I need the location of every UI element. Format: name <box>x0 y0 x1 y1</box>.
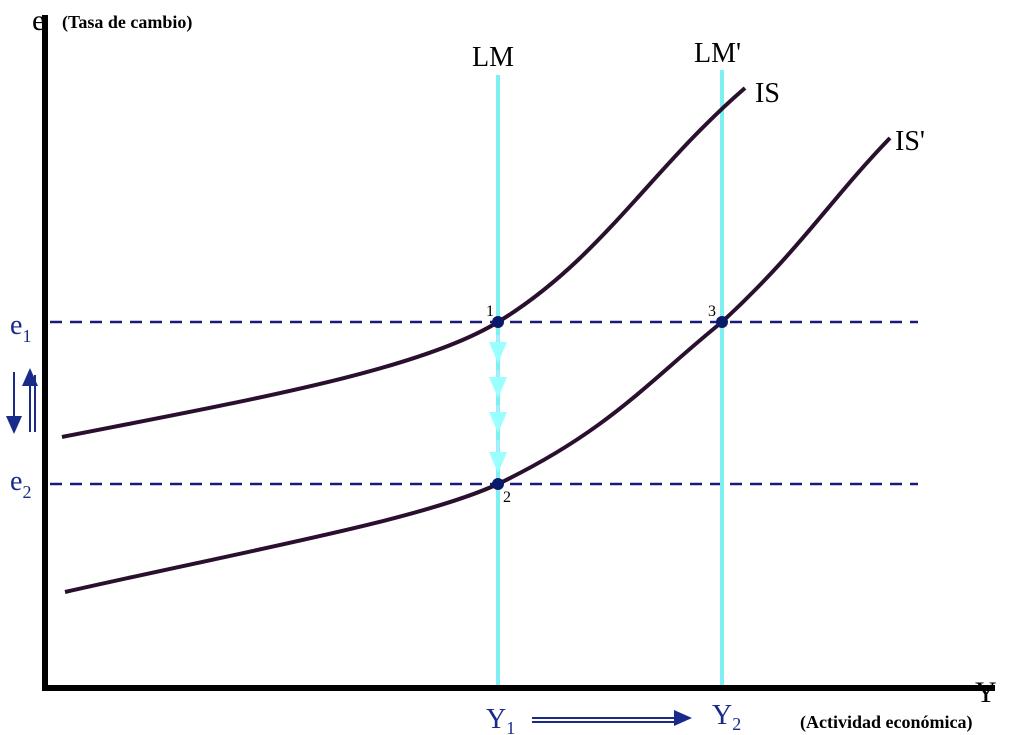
y-axis-symbol: e <box>32 4 45 37</box>
equilibrium-point <box>492 478 504 490</box>
point-label: 3 <box>708 303 716 320</box>
y1-label: Y1 <box>486 704 515 735</box>
level-arrows <box>6 368 38 434</box>
equilibrium-point <box>492 316 504 328</box>
x-axis-symbol: Y <box>975 676 997 709</box>
x-axis-label: (Actividad económica) <box>800 712 972 733</box>
lm-label: LM <box>472 42 514 73</box>
is-curve <box>61 86 747 439</box>
y2-label: Y2 <box>712 700 741 734</box>
e1-label: e1 <box>10 310 31 346</box>
is-label: IS <box>755 78 780 109</box>
point-label: 2 <box>503 489 511 506</box>
equilibrium-point <box>716 316 728 328</box>
is-prime-curve <box>64 136 892 594</box>
lm-prime-label: LM' <box>694 38 741 69</box>
e2-label: e2 <box>10 466 31 502</box>
y-axis-label: (Tasa de cambio) <box>62 12 192 33</box>
is-prime-label: IS' <box>895 126 925 157</box>
point-label: 1 <box>486 303 494 320</box>
